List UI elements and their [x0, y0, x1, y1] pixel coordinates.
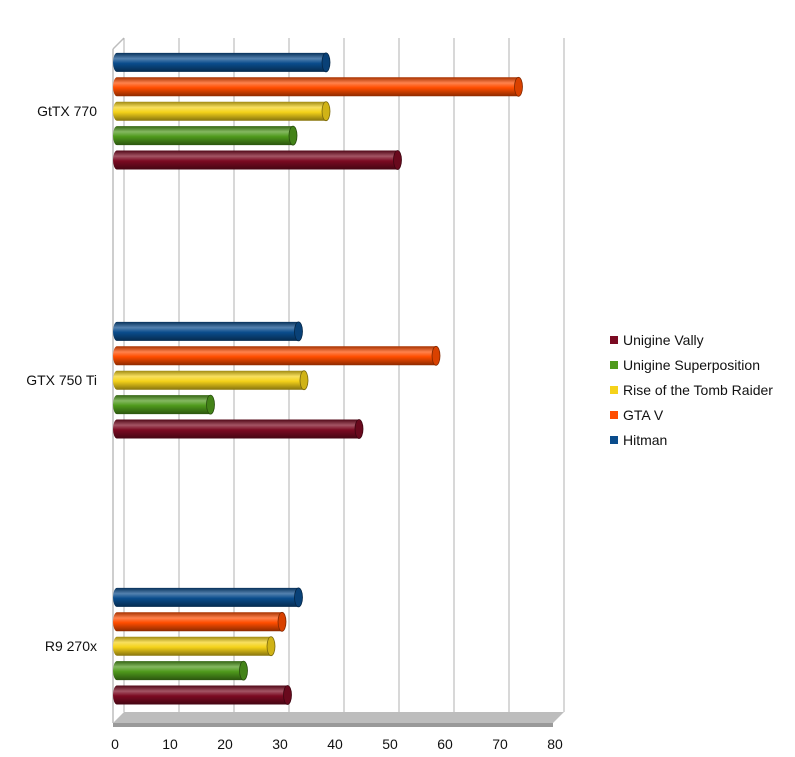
x-axis-tick-labels: 0 10 20 30 40 50 60 70 80 — [111, 736, 563, 752]
legend-item: Unigine Superposition — [610, 352, 773, 377]
bar — [113, 419, 364, 439]
bar-cap — [283, 685, 292, 705]
bar-cap — [431, 345, 441, 366]
bar — [113, 101, 331, 122]
bar — [113, 587, 303, 608]
bar-body — [113, 685, 288, 705]
legend-item: Hitman — [610, 427, 773, 452]
floor-front — [113, 723, 553, 727]
bar-body — [113, 370, 304, 390]
bar-body — [113, 321, 299, 341]
bar — [113, 321, 303, 342]
legend-label: Rise of the Tomb Raider — [623, 381, 773, 398]
chart-back-wall — [112, 37, 125, 723]
bar-cap — [299, 370, 309, 391]
legend-label: Unigine Superposition — [623, 356, 760, 373]
bar-body — [113, 636, 271, 656]
bar-cap — [206, 394, 215, 415]
bar-cap — [321, 52, 331, 73]
legend-swatch — [610, 435, 618, 444]
floor-top — [113, 712, 564, 723]
bar — [113, 76, 523, 97]
bar-cap — [354, 419, 364, 439]
bar-body — [113, 395, 211, 415]
legend-item: Unigine Vally — [610, 327, 773, 352]
bar-cap — [239, 660, 248, 681]
category-label: R9 270x — [45, 638, 97, 654]
bar — [113, 345, 441, 366]
x-tick-label: 20 — [217, 736, 233, 752]
bar-cap — [514, 76, 523, 97]
bar — [113, 125, 298, 146]
bar-body — [113, 346, 436, 366]
legend-label: Unigine Vally — [623, 331, 704, 348]
bar-body — [113, 612, 282, 632]
bar-body — [113, 587, 299, 607]
x-tick-label: 0 — [111, 736, 119, 752]
category-labels: GtTX 770 GTX 750 Ti R9 270x — [26, 103, 97, 654]
bar — [113, 636, 276, 657]
x-tick-label: 50 — [382, 736, 398, 752]
legend: Unigine Vally Unigine Superposition Rise o… — [610, 327, 773, 452]
category-label: GtTX 770 — [37, 103, 97, 119]
bar-cap — [294, 321, 303, 342]
bar — [113, 150, 402, 170]
bar — [113, 685, 292, 705]
chart-floor — [113, 712, 564, 727]
legend-swatch — [610, 410, 618, 419]
bar-body — [113, 52, 326, 72]
bar-cap — [321, 101, 331, 122]
bar-body — [113, 126, 293, 146]
legend-swatch — [610, 385, 618, 394]
x-tick-label: 80 — [547, 736, 563, 752]
bar-cap — [277, 611, 287, 632]
x-tick-label: 60 — [437, 736, 453, 752]
bar-body — [113, 419, 359, 439]
bar-body — [113, 101, 326, 121]
wall-edge-top-left — [112, 37, 125, 50]
bars-group — [113, 52, 523, 705]
bar-body — [113, 77, 519, 97]
bar — [113, 611, 287, 632]
legend-swatch — [610, 360, 618, 369]
legend-label: GTA V — [623, 406, 664, 423]
bar-cap — [294, 587, 303, 608]
bar-cap — [393, 150, 402, 170]
bar — [113, 370, 309, 391]
legend-item: GTA V — [610, 402, 773, 427]
bar-body — [113, 661, 244, 681]
legend-item: Rise of the Tomb Raider — [610, 377, 773, 402]
category-label: GTX 750 Ti — [26, 372, 97, 388]
x-tick-label: 10 — [162, 736, 178, 752]
bar — [113, 660, 248, 681]
bar — [113, 394, 215, 415]
x-tick-label: 70 — [492, 736, 508, 752]
x-tick-label: 30 — [272, 736, 288, 752]
legend-label: Hitman — [623, 431, 668, 448]
bar — [113, 52, 331, 73]
bar-cap — [266, 636, 276, 657]
x-tick-label: 40 — [327, 736, 343, 752]
legend-swatch — [610, 335, 618, 344]
bar-cap — [288, 125, 298, 146]
bar-body — [113, 150, 398, 170]
